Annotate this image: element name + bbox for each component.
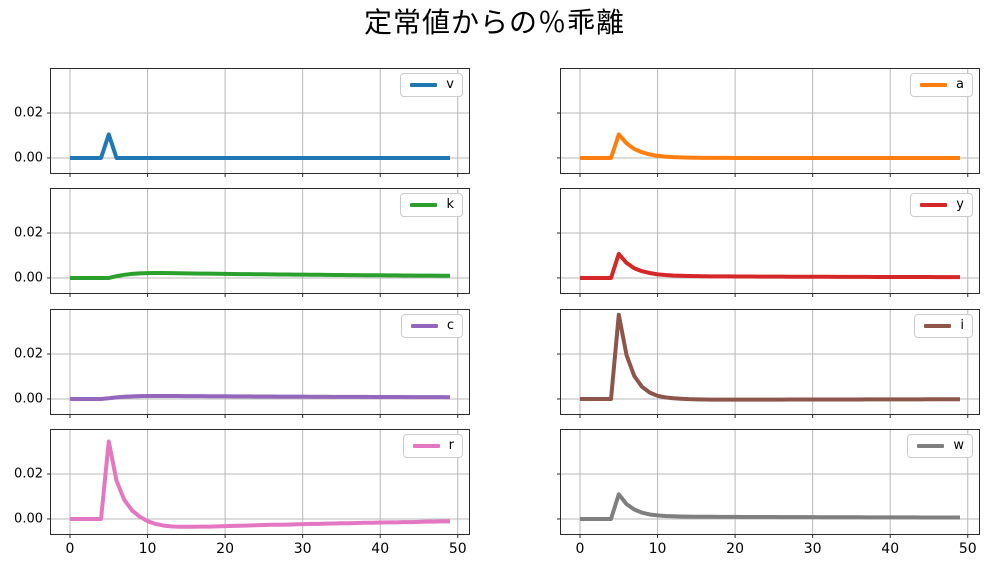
legend-i: i	[914, 314, 973, 338]
plot-area-a	[557, 69, 979, 177]
subplot-r: r 0.00 0.02 0 10 20 30 40 50	[14, 429, 470, 557]
plot-area-y	[557, 189, 979, 297]
series-line-w	[580, 492, 961, 521]
series-line-v	[70, 132, 450, 160]
y-tick-label: 0.02	[14, 466, 43, 482]
legend-line-icon-c	[410, 324, 438, 328]
x-tick-label: 50	[958, 541, 977, 557]
x-tick-label: 0	[65, 541, 75, 557]
x-tick-label: 30	[803, 541, 822, 557]
y-tick-label: 0.00	[14, 270, 43, 286]
subplot-w: w 0 10 20 30 40 50	[557, 429, 980, 557]
y-tick-label: 0.00	[14, 511, 43, 527]
series-line-i	[580, 312, 961, 402]
x-tick-label: 40	[881, 541, 900, 557]
legend-line-icon-r	[412, 444, 440, 448]
subplot-c: c 0.00 0.02	[14, 309, 470, 418]
legend-label-c: c	[446, 318, 454, 333]
subplot-y: y	[557, 188, 980, 297]
x-tick-label: 30	[293, 541, 312, 557]
x-tick-label: 40	[371, 541, 390, 557]
x-tick-label: 50	[448, 541, 467, 557]
x-tick-label: 10	[138, 541, 157, 557]
legend-label-w: w	[953, 438, 964, 453]
legend-line-icon-a	[920, 83, 948, 87]
y-tick-label: 0.02	[14, 346, 43, 362]
x-tick-label: 20	[726, 541, 745, 557]
legend-k: k	[400, 193, 463, 217]
y-tick-label: 0.02	[14, 225, 43, 241]
plot-area-w	[557, 430, 979, 538]
series-line-r	[70, 439, 450, 529]
legend-line-icon-i	[924, 324, 952, 328]
series-line-a	[580, 132, 960, 160]
legend-c: c	[400, 314, 463, 338]
plot-area-v	[47, 69, 469, 177]
series-line-c	[70, 393, 451, 401]
x-tick-label: 0	[575, 541, 585, 557]
subplot-v: v 0.00 0.02	[14, 68, 470, 177]
figure-title: 定常値からの％乖離	[363, 6, 625, 39]
legend-a: a	[910, 73, 973, 97]
series-line-y	[580, 251, 961, 280]
legend-w: w	[907, 434, 973, 458]
legend-line-icon-k	[410, 203, 438, 207]
legend-label-y: y	[956, 197, 964, 212]
x-tick-label: 20	[216, 541, 235, 557]
legend-y: y	[910, 193, 973, 217]
x-tick-label: 10	[648, 541, 667, 557]
plot-area-r	[47, 430, 469, 538]
subplot-k: k 0.00 0.02	[14, 188, 470, 297]
legend-label-i: i	[960, 318, 964, 333]
y-tick-label: 0.02	[14, 105, 43, 121]
subplot-a: a	[557, 68, 980, 177]
legend-label-a: a	[956, 77, 964, 92]
legend-label-r: r	[448, 438, 454, 453]
legend-line-icon-y	[920, 203, 948, 207]
legend-line-icon-w	[917, 444, 945, 448]
legend-r: r	[402, 434, 463, 458]
legend-label-v: v	[446, 77, 454, 92]
series-line-k	[70, 271, 451, 280]
legend-v: v	[400, 73, 463, 97]
plot-area-k	[47, 189, 469, 297]
legend-label-k: k	[446, 197, 454, 212]
legend-line-icon-v	[410, 83, 438, 87]
y-tick-label: 0.00	[14, 150, 43, 166]
plot-area-i	[557, 310, 979, 418]
plot-area-c	[47, 310, 469, 418]
subplot-i: i	[557, 309, 980, 418]
y-tick-label: 0.00	[14, 391, 43, 407]
